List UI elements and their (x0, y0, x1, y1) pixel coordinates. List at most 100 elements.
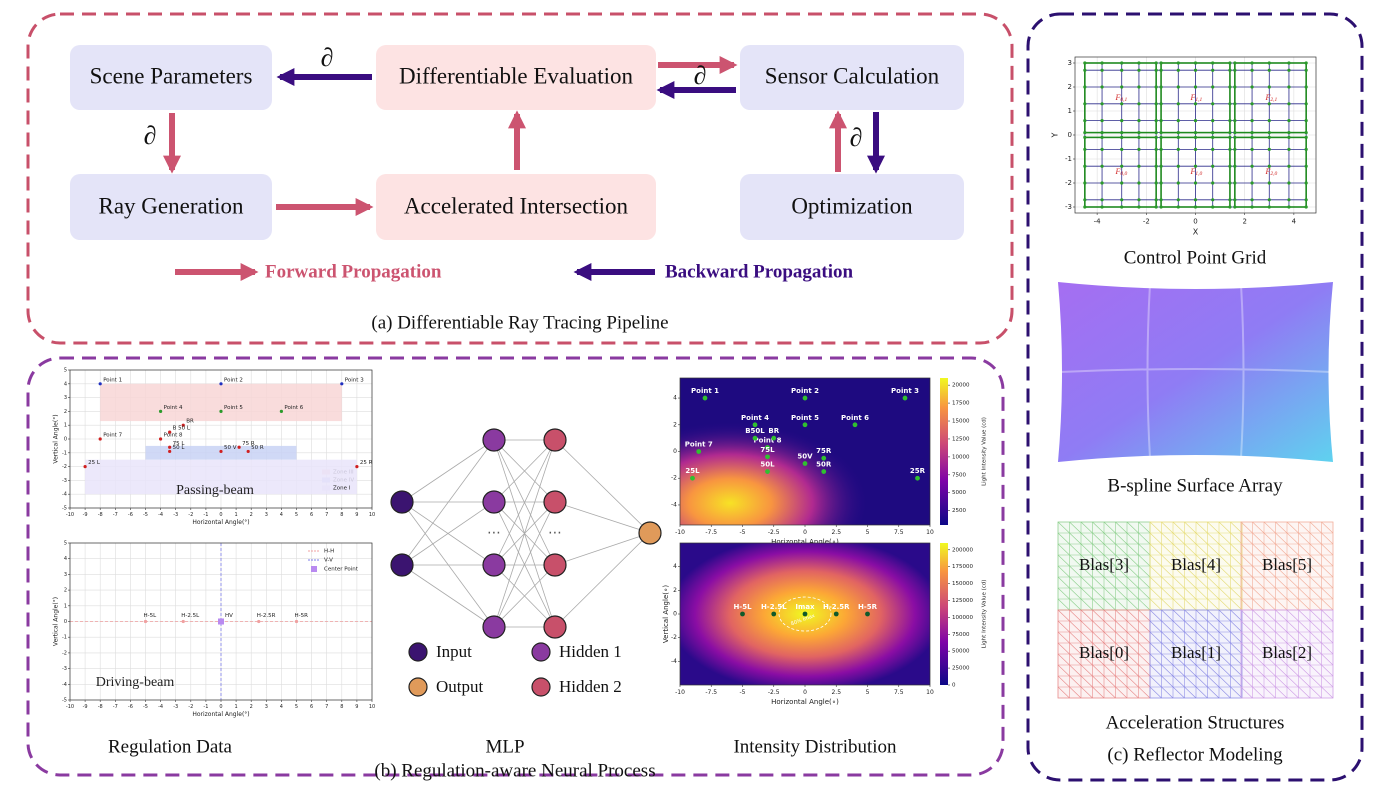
x-tick-label: -7.5 (705, 689, 717, 696)
mlp-node (543, 490, 567, 514)
surface (1058, 282, 1333, 462)
y-tick-label: -2 (1065, 179, 1072, 187)
y-tick-label: 2 (64, 409, 67, 415)
regulation-point (237, 445, 241, 449)
control-point (1176, 205, 1180, 209)
node-box (740, 174, 964, 240)
accel-cell: Blas[4] (1149, 521, 1243, 611)
legend-label: H-H (324, 549, 334, 555)
control-point (1137, 131, 1141, 135)
regulation-point (257, 619, 261, 624)
control-point (1228, 147, 1232, 151)
test-point (765, 454, 770, 460)
cell-label: Blas[0] (1079, 643, 1129, 662)
point-label: H-5L (733, 603, 752, 611)
mlp-edge (554, 501, 651, 534)
legend-swatch (408, 677, 428, 697)
x-tick-label: 5 (295, 704, 298, 710)
control-point (1083, 164, 1087, 168)
control-point (1304, 85, 1308, 89)
mesh (1149, 521, 1243, 611)
mlp-edge (554, 532, 651, 566)
mlp-edge (493, 501, 556, 628)
y-tick-label: -5 (62, 506, 67, 512)
control-point (1267, 135, 1271, 139)
test-point (802, 461, 808, 466)
control-point (1137, 181, 1141, 185)
sub-caption: B-spline Surface Array (1107, 475, 1283, 496)
colorbar-tick-label: 125000 (952, 598, 973, 604)
x-tick-label: -1 (203, 512, 208, 518)
regulation-point (98, 382, 102, 386)
control-point (1154, 164, 1158, 168)
colorbar-tick-label: 25000 (952, 666, 970, 672)
control-point (1287, 85, 1291, 89)
colorbar-tick-label: 0 (952, 683, 956, 689)
x-tick-label: -2 (188, 704, 193, 710)
control-point (1193, 61, 1198, 65)
mlp-edge (493, 439, 556, 628)
y-tick-label: 0 (64, 437, 67, 443)
point-label: 75L (760, 446, 775, 454)
patch-label: F2,1 (1265, 93, 1278, 103)
y-axis-label: Vertical Angle(∘) (662, 585, 670, 643)
test-point (902, 395, 908, 401)
mlp-edge (554, 439, 651, 534)
regulation-point (219, 382, 223, 386)
control-point (1154, 205, 1158, 209)
colorbar-tick-label: 10000 (952, 454, 970, 460)
x-tick-label: 7 (325, 512, 328, 518)
test-point (833, 611, 839, 617)
control-point (1250, 181, 1254, 185)
x-tick-label: 0 (803, 689, 807, 696)
control-point (1159, 135, 1163, 139)
control-point (1120, 119, 1124, 123)
control-point (1193, 181, 1198, 185)
point-label: Point 1 (103, 377, 122, 383)
patch-label-base: F (1265, 93, 1271, 102)
cell-label: Blas[5] (1262, 555, 1312, 574)
control-point (1287, 198, 1291, 202)
x-tick-label: -10 (66, 704, 74, 710)
x-tick-label: 0 (219, 704, 222, 710)
point-label: Point 2 (791, 387, 819, 395)
y-tick-label: 2 (673, 421, 677, 428)
patch-label-sub: 2,0 (1270, 171, 1277, 177)
control-point (1228, 68, 1232, 72)
legend-swatch (531, 642, 551, 662)
patch-label-base: F (1190, 167, 1196, 176)
regulation-point (219, 449, 223, 454)
point-label: 50 V (224, 445, 237, 451)
y-tick-label: 3 (64, 395, 67, 401)
regulation-point (98, 437, 102, 441)
x-tick-label: 4 (280, 512, 283, 518)
x-tick-label: 6 (310, 704, 313, 710)
point-label: Point 8 (164, 433, 183, 439)
control-point (1250, 205, 1254, 209)
point-label: H-2.5L (761, 603, 787, 611)
control-point (1211, 85, 1215, 89)
y-tick-label: 5 (64, 541, 67, 547)
control-point (1228, 85, 1232, 89)
sub-caption: Regulation Data (108, 736, 233, 757)
control-point (1228, 205, 1232, 209)
test-point (802, 395, 808, 401)
y-tick-label: -2 (62, 464, 67, 470)
plot-frame (69, 369, 373, 509)
control-point (1100, 205, 1104, 209)
control-point (1211, 147, 1215, 151)
control-point (1304, 198, 1308, 202)
y-tick-label: -1 (1065, 155, 1072, 163)
zone (100, 383, 342, 422)
control-point (1100, 181, 1104, 185)
y-axis-label: Vertical Angle(°) (53, 414, 60, 463)
control-point (1287, 135, 1291, 139)
control-point (1233, 181, 1237, 185)
control-point (1120, 164, 1124, 168)
control-point (1304, 61, 1308, 65)
control-point (1120, 102, 1124, 106)
legend-label: V-V (324, 558, 333, 564)
legend-label: Hidden 1 (559, 642, 622, 661)
x-tick-label: -7 (113, 704, 118, 710)
